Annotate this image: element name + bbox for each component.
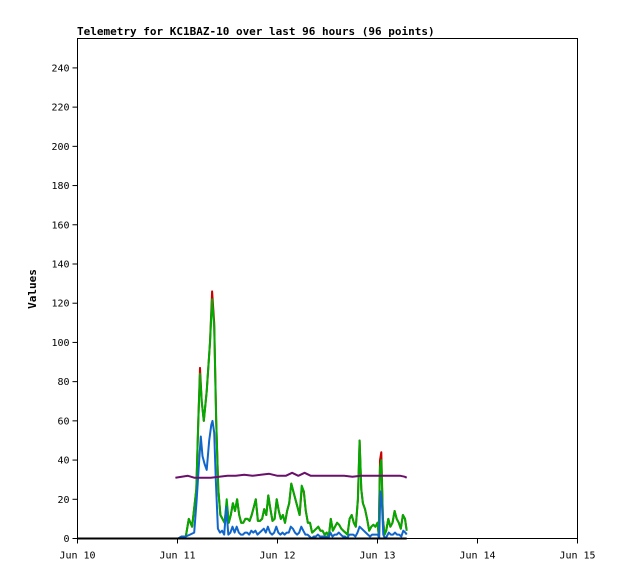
y-tick-label: 180 [51,181,69,192]
x-tick-label: Jun 15 [559,551,595,562]
y-tick-label: 200 [51,142,69,153]
series-line-1 [177,290,408,540]
series-line-4 [175,471,408,479]
x-tick-label: Jun 10 [59,551,95,562]
y-tick-label: 20 [57,495,69,506]
y-tick-label: 160 [51,220,69,231]
x-axis: Jun 10 Jun 11 Jun 12 Jun 13 Jun 14 Jun 15 [59,538,596,562]
y-tick-label: 240 [51,63,69,74]
y-axis: 0 20 40 60 80 100 120 140 160 180 200 220 240 [51,63,78,545]
y-tick-label: 140 [51,259,69,270]
x-tick-label: Jun 13 [359,551,395,562]
plot-frame [77,38,578,539]
y-axis-label: Values [26,269,39,309]
series-line-2 [177,298,408,540]
x-tick-label: Jun 11 [159,551,195,562]
x-tick-label: Jun 12 [259,551,295,562]
y-tick-label: 40 [57,456,69,467]
y-tick-label: 220 [51,103,69,114]
x-tick-label: Jun 14 [459,551,495,562]
y-tick-label: 0 [63,534,69,545]
y-tick-label: 120 [51,299,69,310]
series-group [77,290,408,540]
y-tick-label: 80 [57,377,69,388]
series-line-3 [177,419,408,540]
y-tick-label: 100 [51,338,69,349]
chart-title: Telemetry for KC1BAZ-10 over last 96 hou… [77,25,435,38]
y-tick-label: 60 [57,416,69,427]
